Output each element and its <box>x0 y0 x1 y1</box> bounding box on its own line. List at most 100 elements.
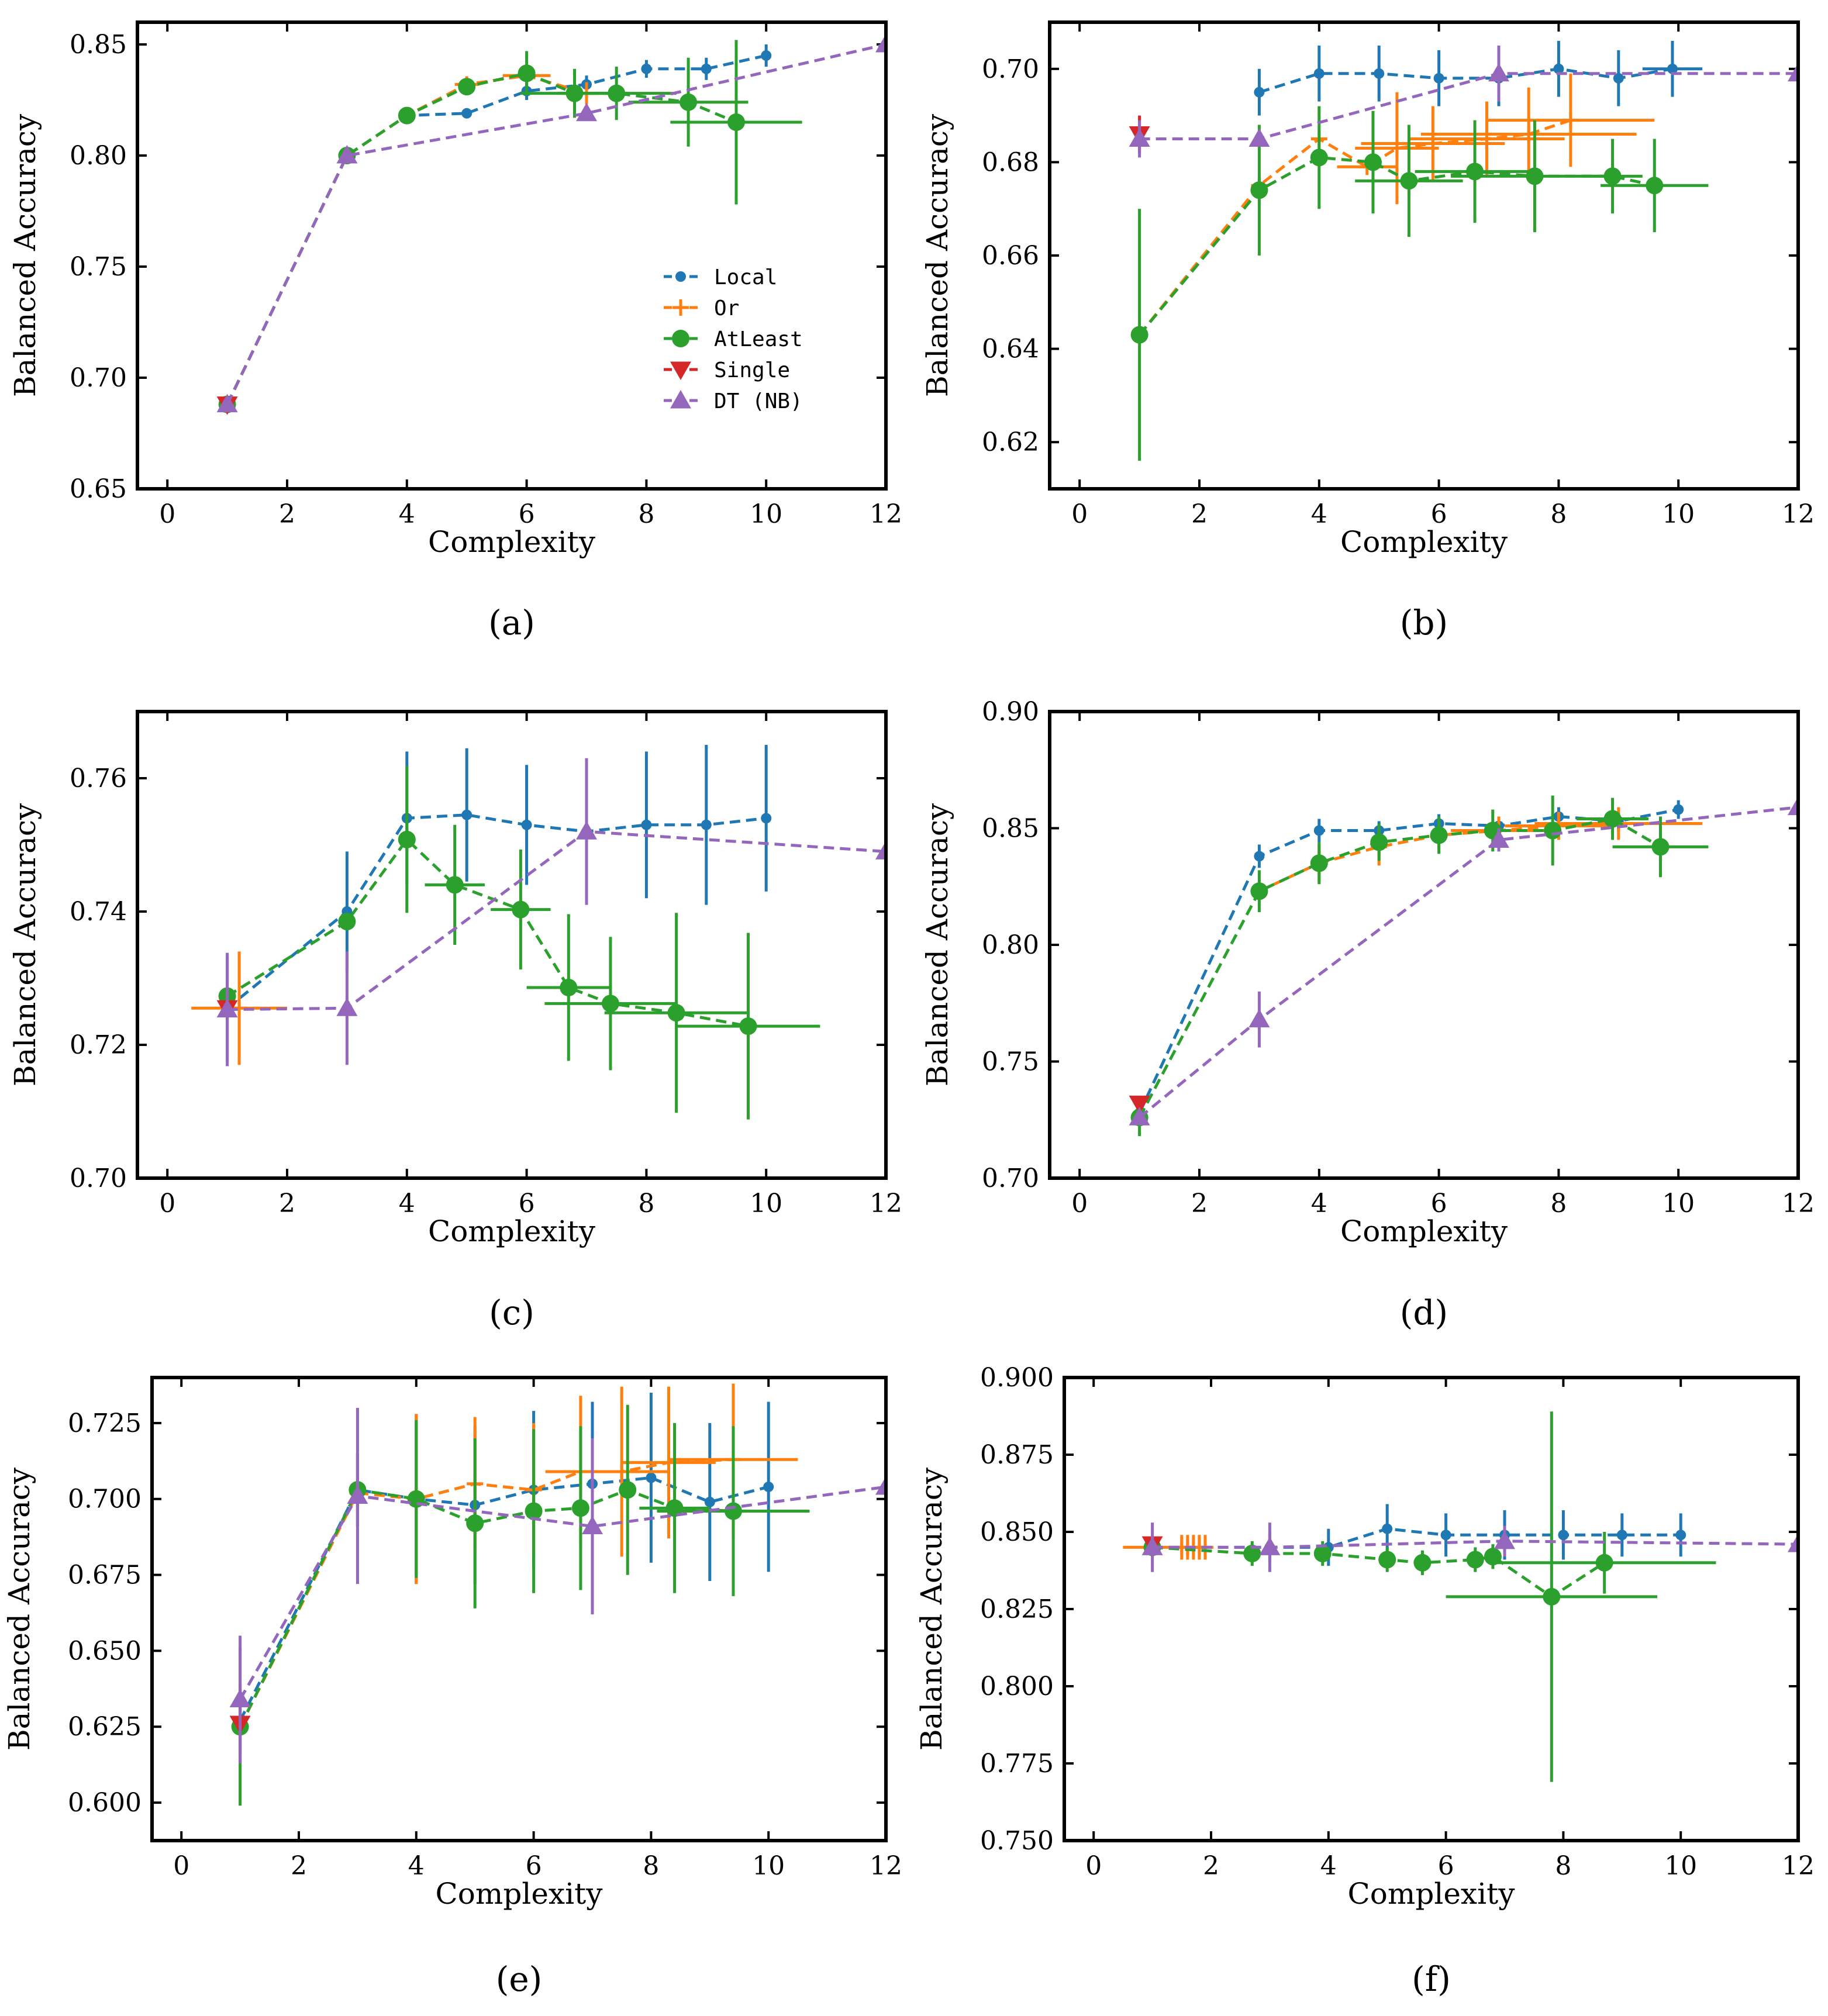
x-tick-label: 10 <box>750 499 782 529</box>
point-atleast <box>512 900 530 919</box>
point-dt <box>1788 796 1798 816</box>
point-dt <box>875 1476 886 1495</box>
x-tick-label: 2 <box>279 499 295 529</box>
point-atleast <box>601 995 619 1013</box>
series-line-dt <box>226 43 886 405</box>
point-local <box>1313 825 1325 836</box>
point-dt <box>216 393 238 413</box>
x-tick-label: 6 <box>526 1851 542 1881</box>
point-dt <box>1248 1009 1270 1028</box>
plot-area <box>1129 795 1798 1137</box>
legend-label-or: Or <box>714 296 739 320</box>
point-atleast <box>1243 1544 1261 1562</box>
x-tick-label: 10 <box>1662 1189 1695 1218</box>
x-tick-label: 0 <box>1071 1189 1088 1218</box>
y-tick-label: 0.675 <box>68 1561 142 1590</box>
y-tick-label: 0.600 <box>68 1788 142 1818</box>
y-tick-label: 0.850 <box>980 1517 1054 1547</box>
point-dt <box>582 1516 603 1534</box>
point-local <box>761 813 772 824</box>
legend-marker-single <box>670 361 691 380</box>
point-atleast <box>458 78 476 96</box>
point-atleast <box>1603 167 1622 185</box>
point-local <box>641 819 652 830</box>
point-atleast <box>1603 810 1622 828</box>
chart-a: 0 2 4 6 8 10 12 0.65 0.70 0.75 0.80 0.85 Complexity B… <box>8 20 902 643</box>
y-axis-label: Balanced Accuracy <box>8 113 42 397</box>
y-tick-label: 0.74 <box>70 897 127 927</box>
panel-caption: (e) <box>496 1959 543 1999</box>
series-line-atleast <box>226 837 749 1028</box>
y-tick-label: 0.72 <box>70 1030 127 1060</box>
x-tick-label: 6 <box>1438 1851 1454 1881</box>
x-tick-label: 4 <box>1320 1851 1337 1881</box>
point-dt <box>1141 1537 1163 1555</box>
point-local <box>1613 73 1624 84</box>
point-atleast <box>1313 1544 1332 1562</box>
x-tick-label: 8 <box>1550 1189 1567 1218</box>
x-tick-label: 4 <box>408 1851 425 1881</box>
legend-marker-or <box>672 299 689 316</box>
y-tick-label: 0.70 <box>982 1164 1039 1193</box>
series-atleast <box>1130 795 1709 1137</box>
series-line-or <box>1138 119 1571 336</box>
y-tick-label: 0.65 <box>70 474 127 504</box>
x-axis-label: Complexity <box>428 525 596 559</box>
point-local <box>761 50 772 61</box>
point-atleast <box>1250 181 1268 199</box>
y-axis-label: Balanced Accuracy <box>920 113 954 397</box>
series-line-atleast <box>226 71 737 405</box>
point-atleast <box>398 106 416 125</box>
x-tick-label: 8 <box>1555 1851 1571 1881</box>
chart-f: 0 2 4 6 8 10 12 0.750 0.775 0.800 0.825 0.850 0.875 0… <box>915 1363 1815 1999</box>
point-atleast <box>1130 326 1148 344</box>
series-line-atleast <box>1138 817 1661 1119</box>
point-dt <box>875 841 886 859</box>
point-dt <box>1788 1534 1798 1552</box>
point-dt <box>347 1485 368 1504</box>
legend-label-atleast: AtLeast <box>714 327 803 351</box>
y-tick-label: 0.70 <box>70 1164 127 1193</box>
point-atleast <box>1378 1551 1396 1569</box>
x-tick-label: 12 <box>1782 499 1815 529</box>
x-tick-label: 12 <box>1782 1189 1815 1218</box>
series-or <box>1123 1535 1213 1560</box>
x-tick-label: 0 <box>159 1189 175 1218</box>
y-tick-label: 0.75 <box>982 1047 1039 1077</box>
point-atleast <box>1651 838 1670 856</box>
series-line-atleast <box>1152 1545 1606 1599</box>
panel-caption: (a) <box>488 603 535 643</box>
point-local <box>461 108 472 119</box>
plot-area <box>1129 40 1798 461</box>
y-tick-label: 0.90 <box>982 697 1039 727</box>
series-line-dt <box>227 830 886 1012</box>
x-axis-label: Complexity <box>436 1877 603 1911</box>
legend-marker-atleast <box>672 330 689 347</box>
point-atleast <box>619 1481 637 1499</box>
y-axis-label: Balanced Accuracy <box>915 1467 949 1751</box>
point-local <box>1254 87 1265 98</box>
point-atleast <box>680 93 698 111</box>
point-atleast <box>608 84 626 102</box>
point-dt <box>576 102 597 122</box>
point-atleast <box>338 913 356 931</box>
x-tick-label: 8 <box>638 499 654 529</box>
x-tick-label: 6 <box>519 1189 535 1218</box>
y-tick-label: 0.62 <box>982 427 1039 457</box>
panel-caption: (c) <box>489 1293 534 1333</box>
point-local <box>1553 63 1564 74</box>
y-axis-label: Balanced Accuracy <box>2 1467 36 1751</box>
y-tick-label: 0.80 <box>982 930 1039 960</box>
point-dt <box>336 997 358 1016</box>
point-atleast <box>667 1004 685 1022</box>
series-dt <box>1141 1523 1798 1572</box>
series-line-dt <box>1152 1539 1798 1549</box>
series-single <box>1129 1095 1150 1114</box>
point-atleast <box>398 830 416 848</box>
x-tick-label: 12 <box>870 1189 902 1218</box>
y-tick-label: 0.625 <box>68 1712 142 1742</box>
series-line-or <box>239 1458 734 1728</box>
y-tick-label: 0.650 <box>68 1636 142 1666</box>
point-atleast <box>1646 177 1664 195</box>
point-local <box>1558 1530 1569 1541</box>
